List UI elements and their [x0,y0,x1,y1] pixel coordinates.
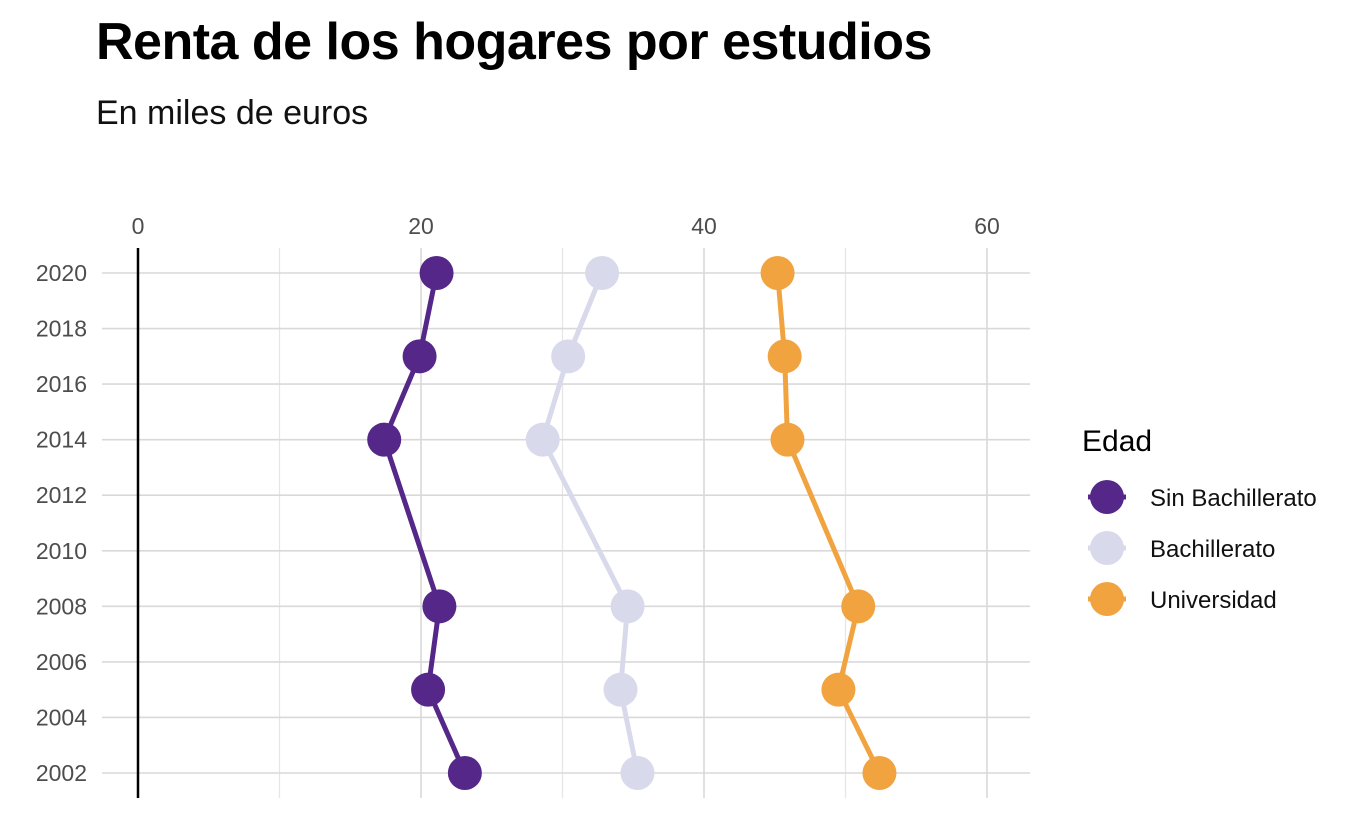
data-point [770,422,805,457]
x-tick-label: 60 [974,213,1000,239]
legend: Edad Sin Bachillerato Bachillerato Universi… [1082,425,1317,616]
x-tick-label: 40 [691,213,717,239]
legend-label: Sin Bachillerato [1150,485,1317,512]
data-point [422,589,457,624]
legend-title: Edad [1082,425,1152,458]
series-layer [367,256,897,790]
y-tick-label: 2004 [36,704,87,730]
data-point [525,422,560,457]
data-point [603,672,638,707]
data-point [419,256,454,290]
x-tick-label: 0 [132,213,145,239]
legend-key-point [1090,582,1124,616]
y-tick-label: 2006 [36,649,87,675]
y-tick-label: 2010 [36,538,87,564]
data-point [760,256,795,290]
y-tick-label: 2018 [36,316,87,342]
chart-subtitle: En miles de euros [96,94,369,132]
data-point [862,756,897,790]
data-point [551,339,586,374]
y-tick-label: 2012 [36,482,87,508]
data-point [411,672,446,707]
y-tick-label: 2020 [36,260,87,286]
data-point [610,589,645,624]
grid-lines [102,248,1030,798]
legend-label: Bachillerato [1150,536,1275,563]
y-tick-label: 2016 [36,371,87,397]
data-point [841,589,876,624]
data-point [620,756,655,790]
legend-key-point [1090,531,1124,565]
y-tick-label: 2008 [36,593,87,619]
x-tick-label: 20 [408,213,434,239]
chart-title: Renta de los hogares por estudios [96,13,932,71]
data-point [367,422,402,457]
y-tick-label: 2002 [36,760,87,786]
data-point [767,339,802,374]
y-tick-label: 2014 [36,427,87,453]
data-point [447,756,482,790]
data-point [585,256,620,290]
axes: 0 20 40 60 2002 2004 2006 2008 2010 2012 2014 2016 2… [36,213,1000,798]
data-point [402,339,437,374]
legend-key-point [1090,480,1124,514]
data-point [821,672,856,707]
legend-label: Universidad [1150,587,1277,614]
